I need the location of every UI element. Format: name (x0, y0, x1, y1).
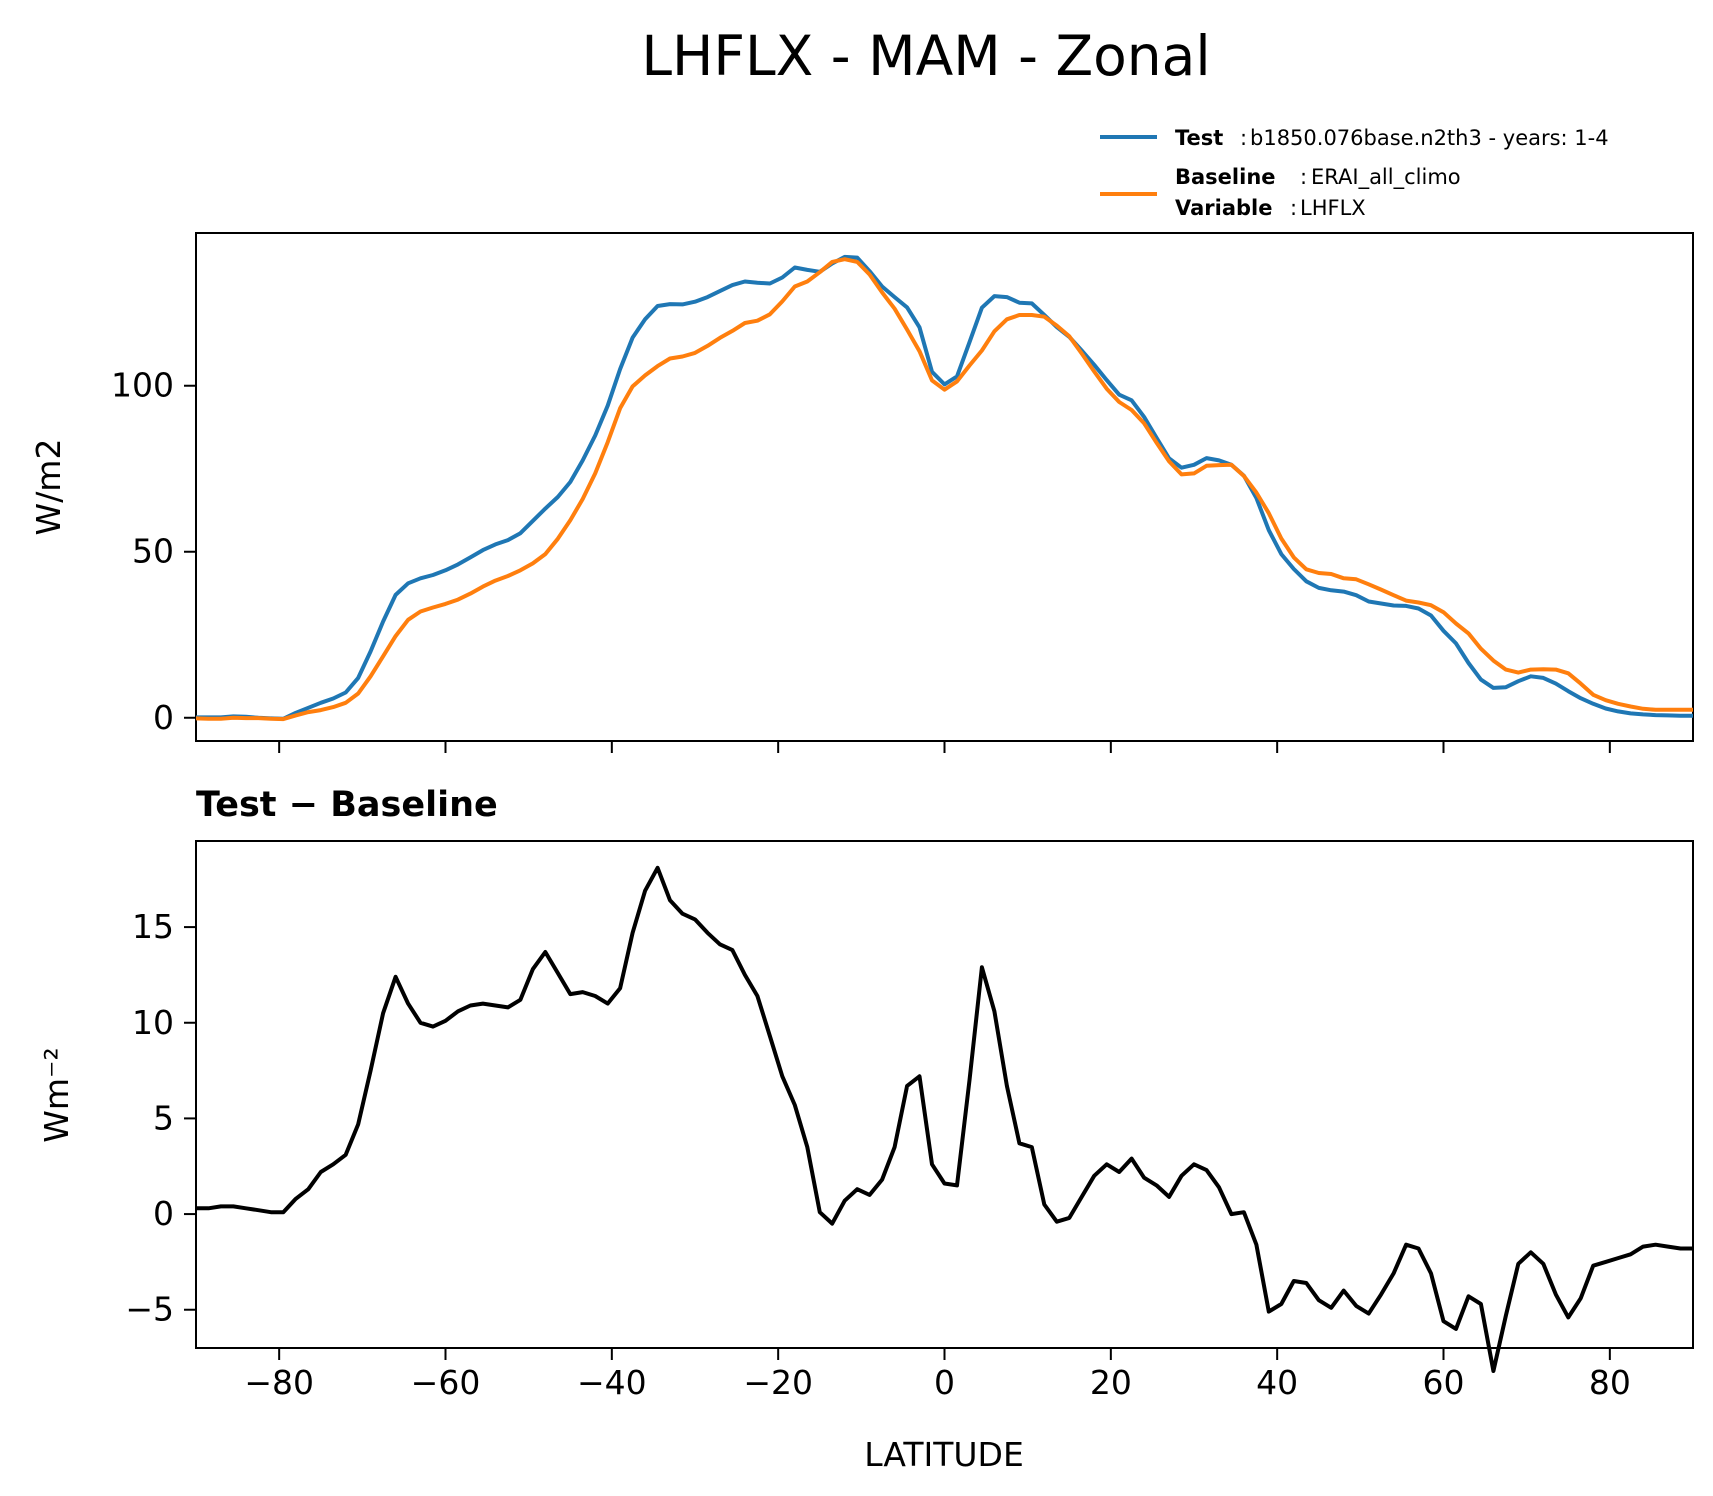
legend-baseline-key: Baseline (1175, 165, 1276, 189)
x-tick-label: 20 (1090, 1363, 1132, 1402)
x-tick-label: 80 (1589, 1363, 1631, 1402)
zonal-mean-series (195, 254, 1693, 722)
x-tick-label: −60 (411, 1363, 481, 1402)
y-tick-label: 100 (111, 366, 174, 405)
legend-variable-sep: : (1290, 196, 1297, 220)
figure-title: LHFLX - MAM - Zonal (641, 24, 1210, 88)
baseline-series-line (195, 257, 1693, 722)
y-tick-label: 5 (153, 1098, 174, 1137)
y-tick-label: 50 (132, 532, 174, 571)
legend-baseline-sep: : (1300, 165, 1307, 189)
difference-y-axis-label: Wm⁻² (37, 1047, 76, 1142)
difference-series (196, 865, 1693, 1373)
difference-panel-title: Test − Baseline (196, 785, 498, 825)
x-tick-label: 0 (934, 1363, 955, 1402)
legend: Test : b1850.076base.n2th3 - years: 1-4 … (1100, 126, 1609, 220)
y-tick-label: 0 (153, 1194, 174, 1233)
difference-series-line (196, 865, 1693, 1373)
legend-test-sep: : (1240, 126, 1247, 150)
zonal-mean-y-axis-label: W/m2 (29, 439, 68, 536)
zonal-mean-panel: 0 50 100 W/m2 (29, 232, 1694, 753)
difference-panel: Test − Baseline −5 0 5 10 15 −80 −60 −40 −20 0 20 4… (37, 785, 1694, 1474)
y-tick-label: −5 (125, 1290, 174, 1329)
x-tick-label: 60 (1423, 1363, 1465, 1402)
x-tick-label: −80 (244, 1363, 314, 1402)
legend-test-text: b1850.076base.n2th3 - years: 1-4 (1250, 126, 1609, 150)
test-series-line (196, 254, 1693, 721)
y-tick-label: 0 (153, 698, 174, 737)
x-tick-label: −40 (577, 1363, 647, 1402)
legend-variable-key: Variable (1175, 196, 1272, 220)
difference-plot-area (195, 840, 1694, 1349)
x-tick-label: −20 (743, 1363, 813, 1402)
legend-test-key: Test (1175, 126, 1223, 150)
x-axis-label: LATITUDE (864, 1435, 1024, 1474)
legend-variable-text: LHFLX (1300, 196, 1366, 220)
legend-baseline-text: ERAI_all_climo (1311, 165, 1461, 190)
difference-axis-ticks: −5 0 5 10 15 −80 −60 −40 −20 0 20 40 60 80 (125, 907, 1630, 1402)
y-tick-label: 15 (132, 907, 174, 946)
zonal-mean-axis-ticks: 0 50 100 (111, 366, 1611, 753)
x-tick-label: 40 (1256, 1363, 1298, 1402)
y-tick-label: 10 (132, 1003, 174, 1042)
